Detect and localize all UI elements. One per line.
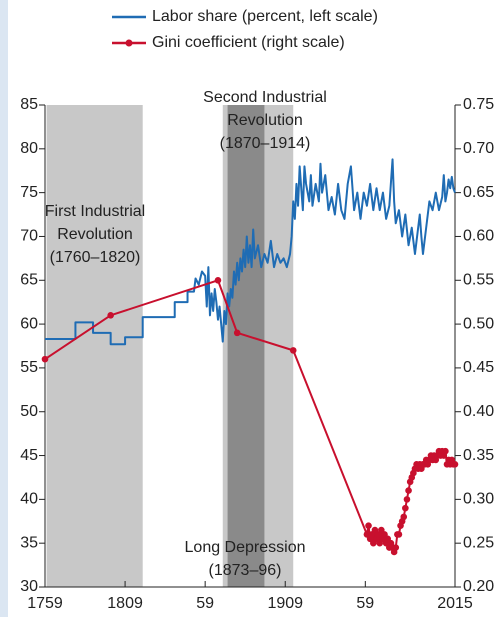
y-tick-label: 45	[20, 447, 38, 464]
y2-tick-label: 0.35	[463, 447, 494, 464]
region-label: Second Industrial	[203, 89, 327, 106]
region-label: First Industrial	[45, 203, 145, 220]
legend-marker	[125, 39, 133, 47]
y-tick-label: 55	[20, 359, 38, 376]
region-label: (1760–1820)	[50, 249, 141, 266]
series-marker	[451, 461, 459, 468]
series-marker	[289, 347, 297, 354]
series-marker	[395, 531, 403, 538]
region-label: (1873–96)	[209, 562, 282, 579]
series-marker	[442, 447, 449, 455]
y-tick-label: 70	[20, 228, 38, 245]
series-line	[45, 158, 456, 346]
region-label: Revolution	[57, 226, 133, 243]
y-tick-label: 50	[20, 403, 38, 420]
series-marker	[214, 276, 222, 284]
y-tick-label: 75	[20, 184, 38, 201]
x-tick-label: 59	[196, 595, 214, 612]
x-tick-label: 1759	[27, 595, 63, 612]
series-marker	[107, 312, 114, 319]
x-tick-label: 2015	[437, 595, 473, 612]
legend-label: Gini coefficient (right scale)	[152, 34, 345, 51]
series-marker	[41, 355, 49, 363]
x-tick-label: 1909	[267, 595, 303, 612]
y2-tick-label: 0.55	[463, 271, 494, 288]
y-tick-label: 85	[20, 96, 38, 113]
y2-tick-label: 0.75	[463, 96, 494, 113]
x-tick-label: 1809	[107, 595, 143, 612]
region-label: Long Depression	[185, 539, 306, 556]
y-tick-label: 30	[20, 578, 38, 595]
y-tick-label: 35	[20, 534, 38, 551]
series-marker	[402, 504, 409, 512]
x-tick-label: 59	[356, 595, 374, 612]
y-tick-label: 40	[20, 491, 38, 508]
series-marker	[400, 513, 408, 521]
y2-tick-label: 0.50	[463, 315, 494, 332]
y2-tick-label: 0.30	[463, 491, 494, 508]
y2-tick-label: 0.60	[463, 228, 494, 245]
shaded-region	[46, 105, 143, 587]
side-strip	[0, 0, 8, 617]
shaded-region	[227, 105, 265, 587]
series-marker	[403, 496, 411, 503]
y2-tick-label: 0.40	[463, 403, 494, 420]
series-marker	[233, 329, 241, 337]
region-label: (1870–1914)	[220, 135, 311, 152]
y2-tick-label: 0.65	[463, 184, 494, 201]
y2-tick-label: 0.45	[463, 359, 494, 376]
y2-tick-label: 0.20	[463, 578, 494, 595]
series-marker	[405, 487, 412, 494]
y-tick-label: 60	[20, 315, 38, 332]
y2-tick-label: 0.70	[463, 140, 494, 157]
series-marker	[365, 522, 372, 529]
y2-tick-label: 0.25	[463, 534, 494, 551]
y-tick-label: 80	[20, 140, 38, 157]
y-tick-label: 65	[20, 271, 38, 288]
legend-label: Labor share (percent, left scale)	[152, 8, 378, 25]
series-marker	[392, 544, 400, 551]
region-label: Revolution	[227, 112, 303, 129]
